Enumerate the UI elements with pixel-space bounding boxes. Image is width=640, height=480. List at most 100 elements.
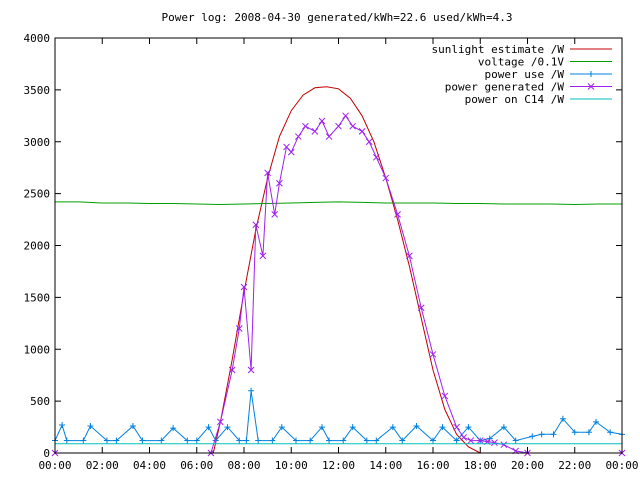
y-tick-label: 4000 xyxy=(24,32,51,45)
data-point-cross xyxy=(264,169,271,177)
data-point-cross xyxy=(271,211,279,218)
data-point-plus xyxy=(205,424,212,431)
data-point-cross xyxy=(235,325,243,332)
data-point-plus xyxy=(413,423,420,430)
legend-label: voltage /0.1V xyxy=(478,56,564,69)
data-point-cross xyxy=(318,117,326,125)
data-point-cross xyxy=(394,211,401,218)
data-point-plus xyxy=(193,437,200,444)
data-point-plus xyxy=(439,424,446,431)
data-point-cross xyxy=(302,122,309,130)
data-point-cross xyxy=(287,148,295,156)
legend-label: sunlight estimate /W xyxy=(432,43,565,56)
data-point-plus xyxy=(326,437,333,444)
series-2 xyxy=(52,387,625,444)
data-point-cross xyxy=(476,437,484,444)
series-line xyxy=(54,390,623,442)
data-point-cross xyxy=(365,138,373,146)
data-point-plus xyxy=(224,424,231,431)
data-point-cross xyxy=(349,122,357,130)
y-tick-label: 1500 xyxy=(24,291,51,304)
data-point-plus xyxy=(559,415,566,422)
data-point-cross xyxy=(259,252,267,260)
data-point-plus xyxy=(529,433,536,440)
data-point-plus xyxy=(269,437,276,444)
data-point-cross xyxy=(500,441,508,449)
x-tick-label: 06:00 xyxy=(180,459,213,472)
data-point-plus xyxy=(59,421,66,428)
data-point-cross xyxy=(335,122,342,130)
data-point-plus xyxy=(486,435,493,442)
data-point-cross xyxy=(417,304,425,312)
x-tick-label: 12:00 xyxy=(322,459,355,472)
data-point-cross xyxy=(247,366,255,374)
data-point-plus xyxy=(399,437,406,444)
data-point-plus xyxy=(593,418,600,425)
data-point-cross xyxy=(217,418,224,426)
series-3 xyxy=(51,112,626,457)
data-point-plus xyxy=(158,437,165,444)
x-tick-label: 10:00 xyxy=(275,459,308,472)
data-point-plus xyxy=(278,424,285,431)
data-point-cross xyxy=(406,252,413,260)
y-tick-label: 2000 xyxy=(24,240,51,253)
legend-label: power generated /W xyxy=(445,81,565,94)
data-point-plus xyxy=(307,437,314,444)
series-line xyxy=(212,86,481,454)
x-tick-label: 14:00 xyxy=(369,459,402,472)
data-point-plus xyxy=(248,387,255,394)
data-point-plus xyxy=(389,424,396,431)
data-point-cross xyxy=(467,437,475,444)
data-point-plus xyxy=(585,429,592,436)
series-line xyxy=(55,114,622,454)
axes: 0 500 1000 1500 2000 2500 3000 3500 4000 00:00 02:… xyxy=(24,32,639,472)
legend-label: power on C14 /W xyxy=(465,93,565,106)
data-point-plus xyxy=(170,425,177,432)
data-point-plus xyxy=(363,437,370,444)
data-point-cross xyxy=(491,439,498,446)
x-tick-label: 00:00 xyxy=(605,459,638,472)
x-tick-label: 22:00 xyxy=(558,459,591,472)
data-point-cross xyxy=(325,133,333,140)
data-point-cross xyxy=(342,112,349,120)
data-point-plus xyxy=(607,429,614,436)
data-point-cross xyxy=(252,221,260,229)
x-tick-label: 08:00 xyxy=(227,459,260,472)
data-point-plus xyxy=(236,437,243,444)
x-tick-label: 20:00 xyxy=(511,459,544,472)
data-point-plus xyxy=(571,429,578,436)
data-point-plus xyxy=(139,437,146,444)
data-point-plus xyxy=(430,437,436,444)
data-point-cross xyxy=(228,366,236,374)
chart-title: Power log: 2008-04-30 generated/kWh=22.6… xyxy=(162,11,513,24)
series-line xyxy=(55,201,622,206)
data-point-plus xyxy=(373,437,380,444)
x-tick-label: 16:00 xyxy=(416,459,449,472)
data-point-plus xyxy=(184,437,191,444)
data-point-cross xyxy=(460,434,468,441)
data-point-cross xyxy=(240,283,248,291)
data-point-plus xyxy=(243,437,250,444)
series-1 xyxy=(55,201,622,206)
data-point-plus xyxy=(453,437,460,444)
data-point-plus xyxy=(512,437,519,444)
x-tick-label: 04:00 xyxy=(133,459,166,472)
y-tick-label: 3500 xyxy=(24,84,51,97)
data-point-cross xyxy=(311,128,319,135)
data-point-plus xyxy=(113,437,120,444)
data-point-plus xyxy=(588,71,594,77)
y-tick-label: 1000 xyxy=(24,343,51,356)
data-point-plus xyxy=(255,437,262,444)
data-point-cross xyxy=(276,179,283,187)
data-point-plus xyxy=(63,437,70,444)
data-point-cross xyxy=(441,392,449,400)
y-tick-label: 0 xyxy=(43,447,50,460)
plot-area xyxy=(51,86,626,457)
data-point-plus xyxy=(87,423,94,430)
legend-label: power use /W xyxy=(485,68,565,81)
data-point-plus xyxy=(349,424,356,431)
data-point-plus xyxy=(292,437,299,444)
data-point-cross xyxy=(429,351,437,358)
